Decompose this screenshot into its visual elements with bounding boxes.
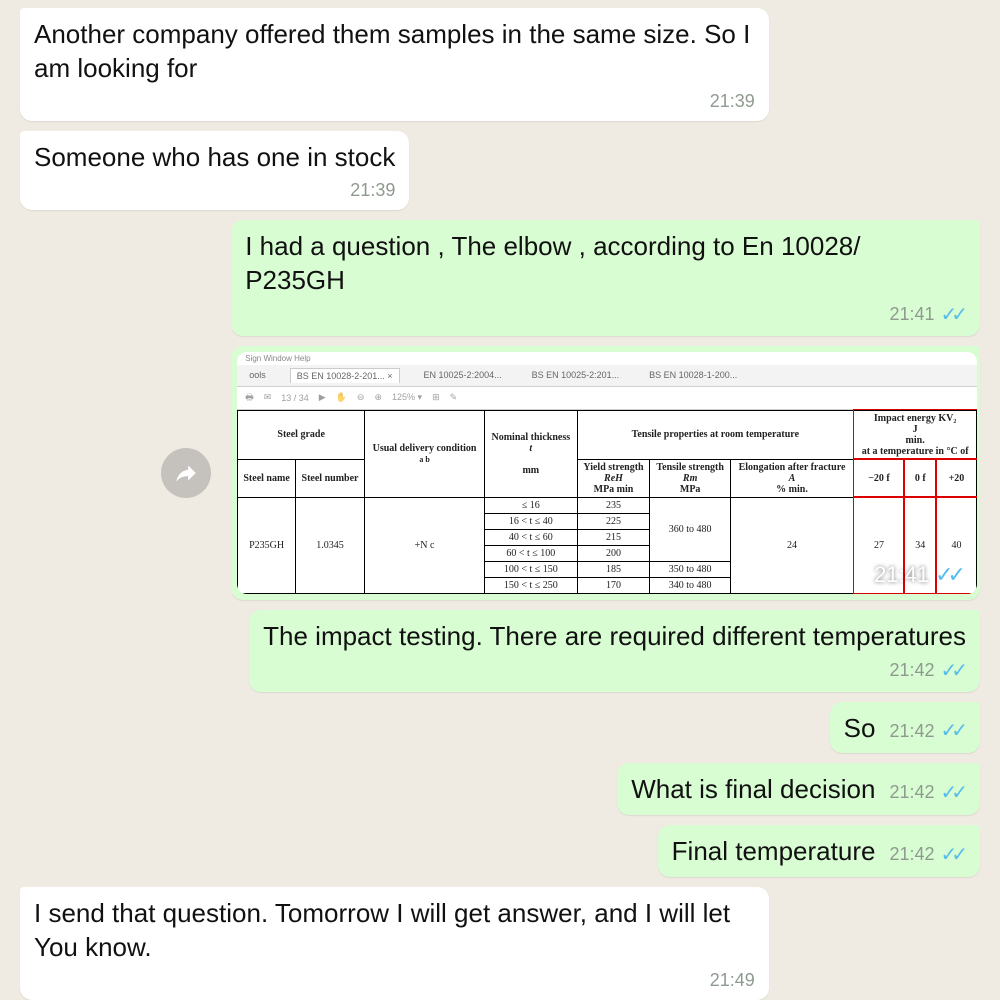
cell-t: 100 < t ≤ 150 [485,561,578,577]
th-elong: Elongation after fracture A % min. [730,459,853,497]
toolbar-zoom: 125% ▾ [392,392,422,403]
message-time: 21:39 [350,179,395,202]
th-impact: Impact energy KV₂ J min. at a temperatur… [854,410,977,459]
message-text: Someone who has one in stock [34,141,395,175]
message-meta: 21:39 [34,90,755,113]
forward-button[interactable] [161,448,211,498]
cell-t: ≤ 16 [485,497,578,513]
th-steel-number: Steel number [295,459,364,497]
message-meta: 21:42 ✓✓ [263,658,966,684]
doc-tab: BS EN 10028-1-200... [643,368,743,383]
doc-tab-active: BS EN 10028-2-201... × [290,368,400,383]
cell-y: 225 [577,513,650,529]
message-out[interactable]: So 21:42 ✓✓ [830,702,980,754]
document-snapshot: Sign Window Help ools BS EN 10028-2-201.… [237,352,977,594]
cell-y: 235 [577,497,650,513]
spec-table: Steel grade Usual delivery condition a b… [237,410,977,594]
doc-tabs: ools BS EN 10028-2-201... × EN 10025-2:2… [237,365,977,387]
toolbar-icon: 🖶 [245,390,254,406]
cell-y: 185 [577,561,650,577]
cell-t: 60 < t ≤ 100 [485,545,578,561]
cell-rm: 350 to 480 [650,561,731,577]
cell-name: P235GH [238,497,296,593]
doc-tab: BS EN 10025-2:201... [526,368,626,383]
message-meta: 21:41 ✓✓ [245,302,966,328]
th-yield: Yield strength ReH MPa min [577,459,650,497]
message-meta: 21:42 ✓✓ [889,780,966,806]
toolbar-icon: ⊖ [357,392,365,403]
message-out[interactable]: Final temperature 21:42 ✓✓ [658,825,980,877]
th-steel-grade: Steel grade [238,410,365,459]
page-indicator: 13 / 34 [281,393,309,403]
message-meta: 21:42 ✓✓ [889,842,966,868]
cell-y: 170 [577,577,650,593]
read-ticks-icon: ✓✓ [940,780,962,806]
th-tensile-s: Tensile strength Rm MPa [650,459,731,497]
message-in[interactable]: Another company offered them samples in … [20,8,769,121]
message-out[interactable]: I had a question , The elbow , according… [231,220,980,336]
message-text: So [844,712,876,746]
cell-y: 200 [577,545,650,561]
message-out-image[interactable]: Sign Window Help ools BS EN 10028-2-201.… [231,346,980,600]
cell-rm: 340 to 480 [650,577,731,593]
message-text: Another company offered them samples in … [34,18,755,86]
message-time: 21:39 [710,90,755,113]
cell-cond: +N c [365,497,485,593]
cell-number: 1.0345 [295,497,364,593]
message-text: Final temperature [672,835,876,869]
toolbar-icon: ⊞ [432,392,440,403]
cell-t: 40 < t ≤ 60 [485,529,578,545]
read-ticks-icon: ✓✓ [940,302,962,328]
read-ticks-icon: ✓✓ [940,842,962,868]
toolbar-icon: ⊕ [374,392,382,403]
doc-toolbar: 🖶 ✉ 13 / 34 ▶ ✋ ⊖ ⊕ 125% ▾ ⊞ ✎ [237,387,977,410]
toolbar-icon: ✋ [336,392,347,403]
th-usual: Usual delivery condition a b [365,410,485,497]
message-meta: 21:42 ✓✓ [889,718,966,744]
doc-tab: ools [243,368,272,383]
toolbar-icon: ✉ [264,392,272,403]
toolbar-icon: ✎ [450,392,458,403]
message-time: 21:42 [889,781,934,804]
message-text: The impact testing. There are required d… [263,620,966,654]
message-text: I send that question. Tomorrow I will ge… [34,897,755,965]
message-in[interactable]: I send that question. Tomorrow I will ge… [20,887,769,1000]
th-tensile: Tensile properties at room temperature [577,410,853,459]
message-out[interactable]: The impact testing. There are required d… [249,610,980,692]
message-meta: 21:49 [34,969,755,992]
toolbar-icon: ▶ [319,392,326,403]
message-time: 21:41 [889,303,934,326]
message-time: 21:42 [889,843,934,866]
th-0: 0 f [904,459,936,497]
th-steel-name: Steel name [238,459,296,497]
th-p20: +20 [936,459,977,497]
doc-tab: EN 10025-2:2004... [418,368,508,383]
cell-t: 150 < t ≤ 250 [485,577,578,593]
message-time: 21:42 [889,659,934,682]
message-time: 21:41 [874,562,929,588]
cell-rm: 360 to 480 [650,497,731,561]
message-text: What is final decision [631,773,875,807]
read-ticks-icon: ✓✓ [935,562,960,588]
th-m20: −20 f [854,459,905,497]
doc-menu: Sign Window Help [237,352,977,365]
message-text: I had a question , The elbow , according… [245,230,966,298]
cell-elong: 24 [730,497,853,593]
th-nominal: Nominal thickness t mm [485,410,578,497]
chat-container: Another company offered them samples in … [0,0,1000,1000]
forward-icon [173,460,199,486]
read-ticks-icon: ✓✓ [940,658,962,684]
message-time: 21:49 [710,969,755,992]
cell-t: 16 < t ≤ 40 [485,513,578,529]
message-meta: 21:39 [34,179,395,202]
cell-y: 215 [577,529,650,545]
message-out[interactable]: What is final decision 21:42 ✓✓ [617,763,980,815]
message-time: 21:42 [889,720,934,743]
image-meta-overlay: 21:41 ✓✓ [874,562,964,588]
read-ticks-icon: ✓✓ [940,718,962,744]
message-in[interactable]: Someone who has one in stock 21:39 [20,131,409,210]
